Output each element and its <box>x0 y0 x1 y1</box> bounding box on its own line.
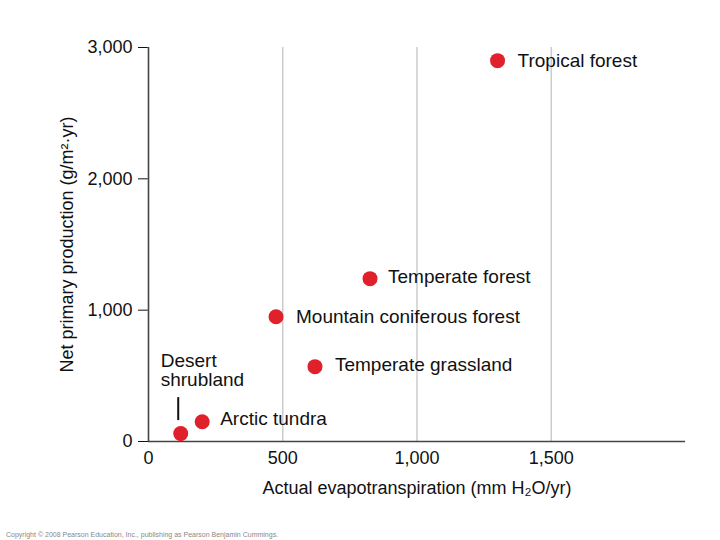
svg-text:0: 0 <box>122 431 132 451</box>
html-text:Copyright © 2008 Pearson Educa: Copyright © 2008 Pearson Education, Inc.… <box>6 531 279 538</box>
svg-text:3,000: 3,000 <box>87 37 132 57</box>
svg-text:Mountain coniferous forest: Mountain coniferous forest <box>296 306 521 327</box>
svg-text:0: 0 <box>143 448 153 468</box>
svg-text:1,000: 1,000 <box>87 300 132 320</box>
svg-text:Actual evapotranspiration (mm: Actual evapotranspiration (mm H₂O/yr) <box>262 478 571 498</box>
svg-text:500: 500 <box>268 448 298 468</box>
html-text:Fig. 55-8: Fig. 55-8 <box>2 2 46 14</box>
svg-text:Tropical forest: Tropical forest <box>518 50 638 71</box>
svg-text:Net primary production (g/m²·y: Net primary production (g/m²·yr) <box>57 116 77 372</box>
svg-text:Arctic tundra: Arctic tundra <box>220 408 327 429</box>
svg-text:2,000: 2,000 <box>87 169 132 189</box>
svg-text:Temperate forest: Temperate forest <box>388 266 531 287</box>
svg-text:Desertshrubland: Desertshrubland <box>161 350 244 390</box>
svg-text:1,000: 1,000 <box>394 448 439 468</box>
svg-text:Temperate grassland: Temperate grassland <box>335 354 512 375</box>
svg-text:1,500: 1,500 <box>529 448 574 468</box>
